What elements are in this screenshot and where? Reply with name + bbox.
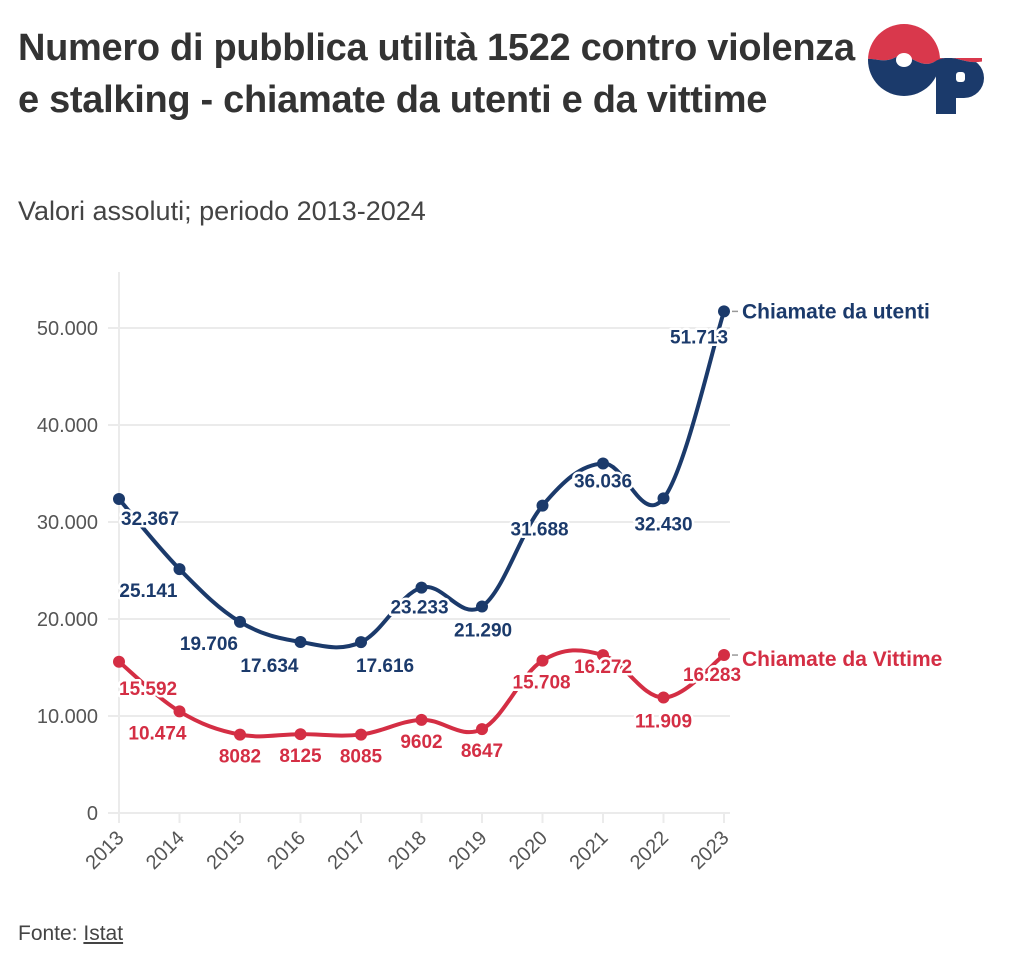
data-label-utenti-2020: 31.688 — [511, 520, 569, 541]
chart-subtitle: Valori assoluti; periodo 2013-2024 — [18, 196, 426, 226]
data-point-utenti-2018 — [415, 581, 428, 594]
series-label-vittime: Chiamate da Vittime — [742, 648, 942, 671]
y-tick-label: 10.000 — [37, 706, 98, 728]
data-label-utenti-2014: 25.141 — [119, 581, 178, 602]
x-tick-label: 2017 — [324, 827, 371, 874]
data-label-utenti-2018: 23.233 — [390, 598, 448, 619]
data-label-utenti-2015: 19.706 — [180, 634, 238, 655]
x-tick-label: 2019 — [445, 827, 492, 874]
y-tick-label: 40.000 — [37, 415, 98, 437]
data-point-vittime-2017 — [355, 728, 367, 741]
data-point-vittime-2015 — [234, 728, 246, 741]
chart-title: Numero di pubblica utilità 1522 contro v… — [18, 27, 855, 121]
data-point-vittime-2014 — [173, 705, 186, 718]
y-tick-label: 30.000 — [37, 512, 98, 534]
x-tick-label: 2014 — [142, 827, 189, 874]
data-label-utenti-2023: 51.713 — [670, 327, 728, 348]
data-point-utenti-2022 — [657, 492, 670, 505]
data-point-utenti-2017 — [355, 636, 367, 649]
data-label-utenti-2017: 17.616 — [356, 656, 414, 677]
data-point-utenti-2016 — [294, 635, 307, 648]
data-point-utenti-2019 — [476, 600, 488, 613]
data-point-vittime-2023 — [718, 649, 730, 662]
series-line-utenti — [117, 309, 726, 650]
data-label-vittime-2020: 15.708 — [513, 673, 571, 694]
source-link-istat[interactable]: Istat — [83, 922, 124, 945]
data-label-vittime-2015: 8082 — [219, 747, 261, 768]
source-prefix: Fonte: — [18, 922, 78, 945]
line-chart: 0 10.000 20.000 30.000 40.000 50.000 2013 2014 2… — [37, 272, 942, 874]
y-tick-label: 20.000 — [37, 609, 98, 631]
x-tick-label: 2016 — [263, 827, 310, 874]
data-label-utenti-2013: 32.367 — [121, 509, 179, 530]
data-point-utenti-2013 — [113, 493, 125, 506]
data-point-utenti-2020 — [536, 499, 549, 512]
openpolis-logo-icon — [868, 24, 984, 114]
data-label-vittime-2014: 10.474 — [128, 723, 187, 744]
series-label-utenti: Chiamate da utenti — [742, 300, 930, 323]
data-point-utenti-2023 — [718, 305, 730, 318]
data-label-vittime-2013: 15.592 — [119, 679, 177, 700]
x-tick-label: 2013 — [82, 827, 129, 874]
data-point-utenti-2014 — [173, 563, 186, 576]
x-tick-label: 2021 — [566, 827, 613, 874]
data-label-vittime-2016: 8125 — [279, 746, 322, 767]
data-label-vittime-2023: 16.283 — [683, 665, 741, 686]
x-tick-label: 2023 — [687, 827, 734, 874]
data-point-utenti-2021 — [597, 457, 609, 470]
data-label-vittime-2019: 8647 — [461, 741, 503, 762]
data-label-utenti-2019: 21.290 — [454, 620, 512, 641]
data-point-vittime-2020 — [536, 654, 549, 667]
data-point-vittime-2013 — [113, 655, 125, 668]
x-tick-label: 2015 — [203, 827, 250, 874]
source-footer: Fonte: Istat — [18, 922, 123, 946]
data-point-vittime-2022 — [657, 691, 670, 704]
y-tick-label: 50.000 — [37, 318, 98, 340]
data-label-utenti-2021: 36.036 — [574, 471, 632, 492]
data-label-vittime-2022: 11.909 — [635, 711, 692, 732]
x-tick-label: 2020 — [505, 827, 552, 874]
data-point-utenti-2015 — [234, 615, 246, 628]
data-point-vittime-2018 — [415, 713, 428, 726]
x-tick-label: 2022 — [626, 827, 673, 874]
data-label-vittime-2021: 16.272 — [574, 657, 632, 678]
data-point-vittime-2021 — [597, 649, 609, 662]
data-point-vittime-2019 — [476, 723, 488, 736]
data-label-vittime-2017: 8085 — [340, 747, 383, 768]
data-label-utenti-2016: 17.634 — [240, 656, 299, 677]
data-point-vittime-2016 — [294, 728, 307, 741]
series-line-vittime — [117, 648, 726, 739]
data-label-vittime-2018: 9602 — [400, 732, 442, 753]
data-label-utenti-2022: 32.430 — [634, 514, 692, 535]
y-tick-label: 0 — [87, 803, 98, 825]
x-tick-label: 2018 — [384, 827, 431, 874]
